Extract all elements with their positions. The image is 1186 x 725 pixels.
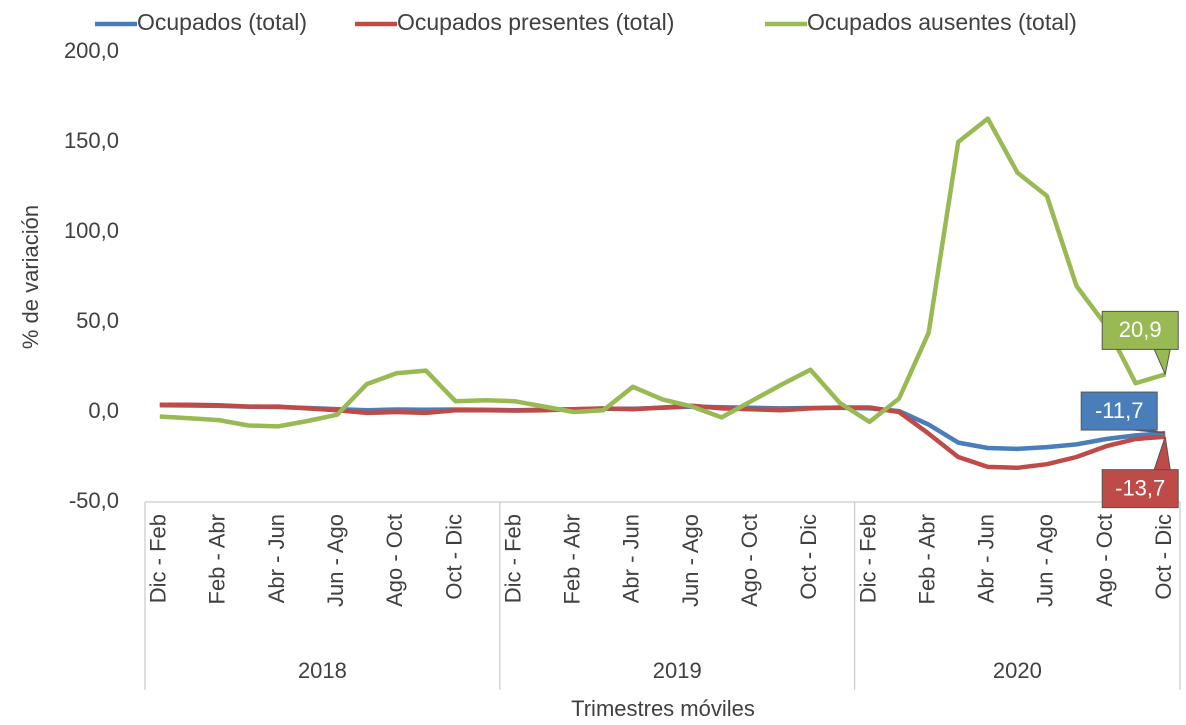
legend-label: Ocupados presentes (total) (397, 9, 674, 35)
x-tick-label: Feb - Abr (560, 514, 585, 604)
data-label: 20,9 (1119, 317, 1162, 342)
line-series (159, 402, 1166, 452)
x-tick-label: Dic - Feb (500, 514, 525, 603)
x-tick-label: Jun - Ago (1033, 514, 1058, 607)
legend-label: Ocupados ausentes (total) (807, 9, 1077, 35)
y-tick-label: -50,0 (69, 488, 119, 513)
group-label: 2018 (298, 658, 347, 683)
x-tick-label: Abr - Jun (974, 514, 999, 603)
x-tick-label: Jun - Ago (678, 514, 703, 607)
x-tick-label: Oct - Dic (1151, 514, 1176, 600)
data-label: -13,7 (1115, 475, 1165, 500)
x-tick-label: Feb - Abr (205, 514, 230, 604)
x-tick-label: Jun - Ago (323, 514, 348, 607)
x-tick-label: Oct - Dic (796, 514, 821, 600)
callout-box (1080, 391, 1158, 431)
x-tick-label: Abr - Jun (619, 514, 644, 603)
x-tick-label: Oct - Dic (441, 514, 466, 600)
group-label: 2019 (653, 658, 702, 683)
y-tick-label: 0,0 (88, 398, 119, 423)
line-series (159, 116, 1166, 429)
y-tick-label: 100,0 (64, 218, 119, 243)
x-tick-label: Abr - Jun (264, 514, 289, 603)
y-tick-label: 150,0 (64, 128, 119, 153)
callout-pointer (1153, 348, 1171, 377)
callout-box (1101, 469, 1179, 509)
line-series (159, 402, 1166, 471)
y-axis-title: % de variación (18, 205, 43, 349)
x-axis-title: Trimestres móviles (571, 696, 755, 721)
y-tick-label: 50,0 (76, 308, 119, 333)
x-tick-label: Feb - Abr (914, 514, 939, 604)
data-label: -11,7 (1095, 398, 1144, 423)
callout-box (1101, 310, 1179, 350)
x-tick-label: Ago - Oct (382, 514, 407, 607)
y-tick-label: 200,0 (64, 38, 119, 63)
x-tick-label: Ago - Oct (1092, 514, 1117, 607)
group-label: 2020 (993, 658, 1042, 683)
callout-pointer (1153, 436, 1171, 471)
x-tick-label: Dic - Feb (146, 514, 171, 603)
x-tick-label: Dic - Feb (855, 514, 880, 603)
x-tick-label: Ago - Oct (737, 514, 762, 607)
legend-label: Ocupados (total) (137, 9, 307, 35)
